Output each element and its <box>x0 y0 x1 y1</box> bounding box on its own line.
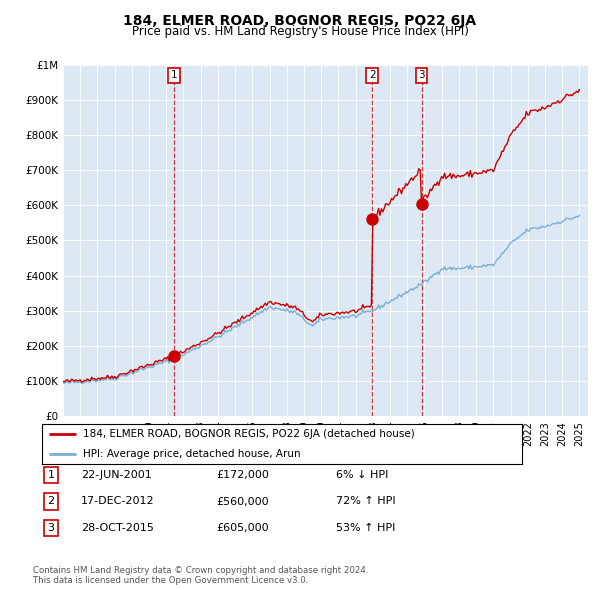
Text: 22-JUN-2001: 22-JUN-2001 <box>81 470 152 480</box>
Text: £605,000: £605,000 <box>216 523 269 533</box>
Text: £560,000: £560,000 <box>216 497 269 506</box>
Text: Price paid vs. HM Land Registry's House Price Index (HPI): Price paid vs. HM Land Registry's House … <box>131 25 469 38</box>
Text: 28-OCT-2015: 28-OCT-2015 <box>81 523 154 533</box>
Text: 1: 1 <box>171 70 178 80</box>
Text: Contains HM Land Registry data © Crown copyright and database right 2024.
This d: Contains HM Land Registry data © Crown c… <box>33 566 368 585</box>
Text: 3: 3 <box>47 523 55 533</box>
Text: 1: 1 <box>47 470 55 480</box>
Text: 3: 3 <box>418 70 425 80</box>
Text: 2: 2 <box>369 70 376 80</box>
Text: 184, ELMER ROAD, BOGNOR REGIS, PO22 6JA (detached house): 184, ELMER ROAD, BOGNOR REGIS, PO22 6JA … <box>83 430 415 439</box>
Text: £172,000: £172,000 <box>216 470 269 480</box>
Text: 17-DEC-2012: 17-DEC-2012 <box>81 497 155 506</box>
Text: 2: 2 <box>47 497 55 506</box>
Text: 6% ↓ HPI: 6% ↓ HPI <box>336 470 388 480</box>
Text: 72% ↑ HPI: 72% ↑ HPI <box>336 497 395 506</box>
Text: 184, ELMER ROAD, BOGNOR REGIS, PO22 6JA: 184, ELMER ROAD, BOGNOR REGIS, PO22 6JA <box>124 14 476 28</box>
Text: 53% ↑ HPI: 53% ↑ HPI <box>336 523 395 533</box>
Text: HPI: Average price, detached house, Arun: HPI: Average price, detached house, Arun <box>83 450 301 459</box>
